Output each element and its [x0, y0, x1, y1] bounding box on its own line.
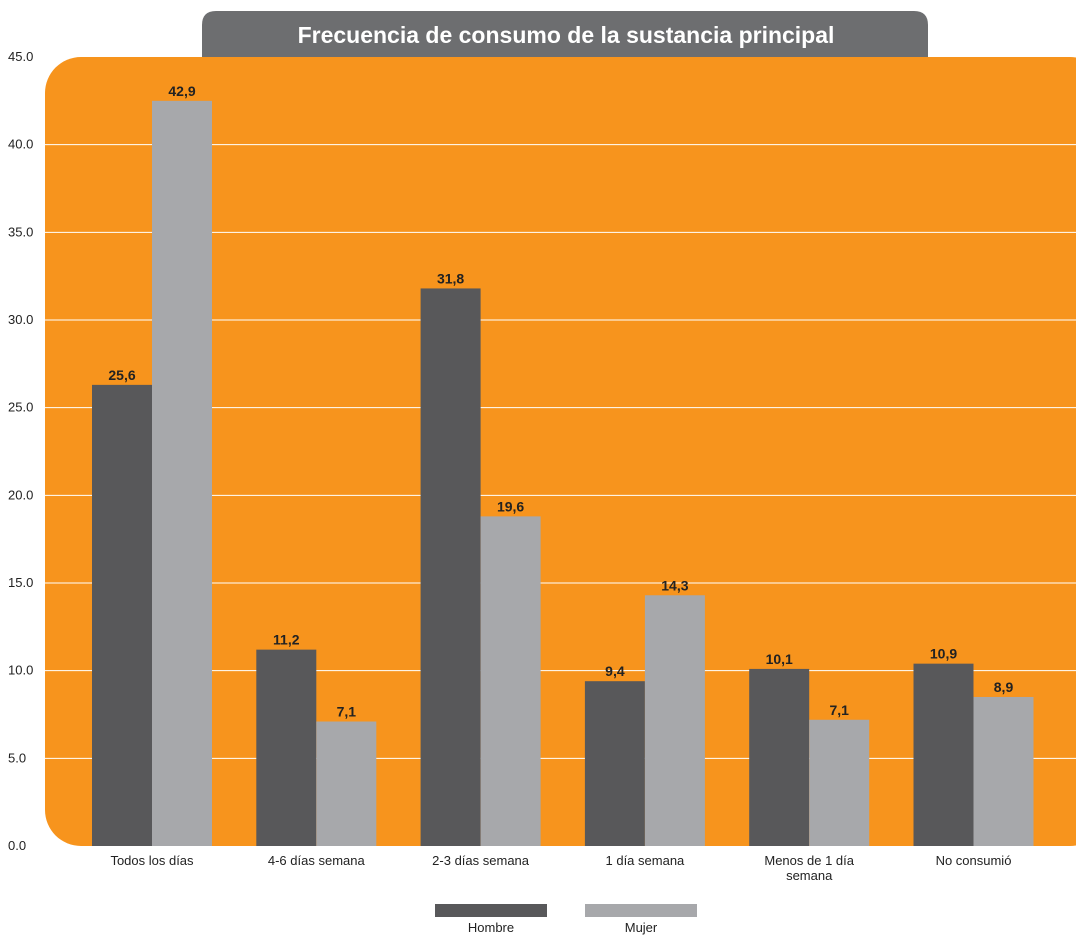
- y-tick-label: 10.0: [8, 663, 33, 678]
- data-label: 7,1: [337, 704, 357, 720]
- title-banner: Frecuencia de consumo de la sustancia pr…: [202, 11, 928, 57]
- chart-title: Frecuencia de consumo de la sustancia pr…: [298, 22, 835, 48]
- data-label: 31,8: [437, 270, 464, 286]
- y-tick-label: 30.0: [8, 312, 33, 327]
- data-label: 8,9: [994, 679, 1014, 695]
- plot-background: [45, 57, 1076, 846]
- x-tick-label: No consumió: [936, 853, 1012, 868]
- bar-hombre: [256, 649, 317, 846]
- bar-hombre: [420, 288, 481, 846]
- bar-mujer: [973, 696, 1034, 846]
- legend-label: Mujer: [625, 920, 658, 935]
- y-tick-label: 0.0: [8, 838, 26, 853]
- legend-swatch: [585, 904, 697, 917]
- y-tick-label: 40.0: [8, 137, 33, 152]
- bar-mujer: [809, 719, 870, 846]
- bar-mujer: [480, 516, 541, 846]
- y-tick-label: 15.0: [8, 575, 33, 590]
- data-label: 19,6: [497, 498, 524, 514]
- value-labels: 25,6 42,9 11,2 7,1 31,8 19,6 9,4 14,3 10,1 7,1 10,…: [108, 83, 1013, 720]
- title-background: [202, 11, 928, 57]
- data-label: 42,9: [168, 83, 195, 99]
- legend-swatch: [435, 904, 547, 917]
- data-label: 9,4: [605, 663, 625, 679]
- legend-label: Hombre: [468, 920, 514, 935]
- x-tick-label: Menos de 1 día semana: [764, 853, 854, 883]
- data-label: 10,9: [930, 646, 957, 662]
- bar-hombre: [749, 668, 810, 846]
- y-axis-ticks: 0.0 5.0 10.0 15.0 20.0 25.0 30.0 35.0 40.0 45.0: [8, 49, 33, 853]
- bar-mujer: [644, 595, 705, 846]
- x-axis-categories: Todos los días 4-6 días semana 2-3 días se…: [110, 853, 1011, 883]
- data-label: 11,2: [273, 632, 300, 648]
- data-label: 7,1: [829, 702, 849, 718]
- y-tick-label: 25.0: [8, 400, 33, 415]
- bar-hombre: [92, 384, 152, 846]
- data-label: 14,3: [661, 577, 688, 593]
- x-tick-label: Todos los días: [110, 853, 194, 868]
- data-label: 25,6: [108, 367, 135, 383]
- bars: [92, 100, 1034, 847]
- y-tick-label: 35.0: [8, 224, 33, 239]
- y-tick-label: 20.0: [8, 487, 33, 502]
- bar-hombre: [584, 681, 645, 846]
- bar-mujer: [316, 721, 377, 846]
- bar-mujer: [152, 100, 212, 847]
- x-tick-label: 2-3 días semana: [432, 853, 530, 868]
- legend: Hombre Mujer: [435, 904, 697, 935]
- x-tick-label: 1 día semana: [606, 853, 686, 868]
- y-tick-label: 5.0: [8, 750, 26, 765]
- bar-hombre: [913, 663, 974, 846]
- x-tick-label: 4-6 días semana: [268, 853, 366, 868]
- data-label: 10,1: [766, 651, 793, 667]
- y-tick-label: 45.0: [8, 49, 33, 64]
- gridlines: [45, 144, 1076, 759]
